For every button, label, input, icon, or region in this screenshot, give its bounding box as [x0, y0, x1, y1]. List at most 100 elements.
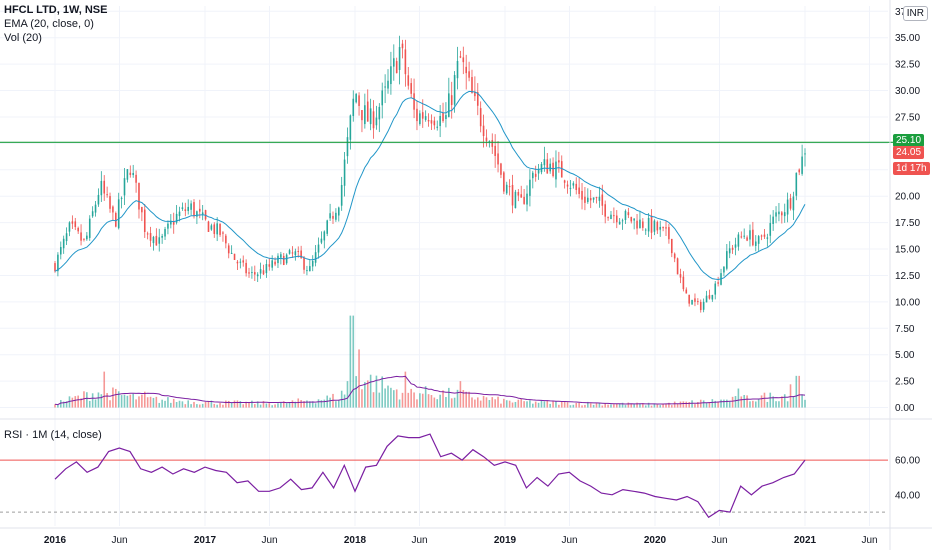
time-tick-label: 2021 [794, 535, 817, 546]
volume-bar [74, 396, 77, 408]
candle-body [540, 164, 543, 173]
candle-body [642, 221, 644, 228]
candle-body [497, 153, 499, 165]
candle-body [456, 60, 459, 79]
volume-bar [97, 392, 100, 408]
candle-body [653, 220, 656, 232]
volume-bar [268, 403, 271, 408]
volume-bar [500, 403, 502, 408]
volume-bar [369, 374, 372, 408]
candle-body [558, 160, 560, 163]
candle-body [398, 47, 401, 70]
time-axis-ticks[interactable]: 2016 Jun 2017 Jun 2018 Jun 2019 Jun 2020 Jun 2021 J… [44, 535, 878, 546]
volume-bar [665, 403, 667, 408]
volume-bar [91, 393, 94, 408]
candle-body [546, 159, 549, 174]
volume-bar [624, 405, 627, 408]
volume-bar [291, 400, 294, 408]
candle-body [413, 93, 415, 110]
candle-body [71, 221, 74, 224]
candle-body [737, 234, 740, 247]
volume-bar [271, 405, 273, 408]
candle-body [427, 120, 430, 122]
volume-bar [404, 371, 407, 408]
volume-bar [141, 394, 143, 408]
volume-bar [459, 381, 462, 408]
candle-body [343, 159, 346, 186]
candle-body [265, 264, 268, 274]
candle-body [534, 173, 537, 177]
candle-body [430, 120, 433, 124]
volume-bar [427, 394, 430, 408]
volume-bar [587, 401, 589, 408]
symbol-label[interactable]: HFCL LTD, 1W, NSE [4, 4, 108, 16]
volume-bar [123, 394, 126, 408]
volume-bar [584, 404, 586, 408]
candle-body [754, 241, 757, 246]
candle-body [219, 223, 221, 235]
volume-legend[interactable]: Vol (20) [4, 32, 42, 44]
volume-bar [167, 397, 169, 408]
candle-body [647, 217, 650, 232]
volume-bar [531, 403, 534, 408]
volume-bar [514, 401, 517, 408]
volume-bar [132, 393, 134, 408]
time-tick-label: Jun [561, 535, 577, 546]
volume-bar [146, 397, 149, 408]
candle-body [786, 199, 789, 215]
volume-bar [769, 392, 772, 408]
candle-body [294, 251, 297, 256]
candle-body [291, 252, 294, 254]
candle-body [332, 215, 334, 219]
ema-legend[interactable]: EMA (20, close, 0) [4, 18, 94, 30]
candle-body [699, 302, 702, 311]
volume-bar [714, 400, 717, 408]
volume-bar [103, 371, 106, 408]
candle-body [225, 235, 227, 244]
volume-bar [705, 402, 708, 408]
candle-body [728, 248, 731, 254]
volume-bar [112, 387, 114, 408]
volume-bar [546, 400, 549, 408]
candle-body [375, 117, 378, 126]
candle-body [531, 172, 534, 179]
volume-ma-line [54, 375, 806, 406]
volume-bar [80, 398, 82, 408]
candle-body [453, 75, 456, 105]
candle-body [587, 197, 589, 202]
candle-body [476, 92, 479, 106]
candle-body [746, 237, 748, 241]
volume-bar [795, 375, 798, 408]
candle-body [309, 266, 311, 272]
rsi-label[interactable]: RSI · 1M (14, close) [4, 429, 102, 441]
candle-body [184, 209, 187, 212]
volume-bar [781, 396, 783, 408]
volume-bar [558, 404, 560, 408]
candle-body [271, 260, 273, 268]
candle-body [123, 178, 126, 196]
candle-body [595, 197, 598, 199]
volume-bar [265, 403, 268, 408]
volume-bar [337, 399, 340, 408]
candle-body [361, 110, 363, 121]
candle-body [740, 236, 743, 238]
candle-body [726, 251, 728, 269]
candle-body [766, 237, 769, 239]
candle-body [100, 180, 103, 196]
rsi-axis-ticks[interactable]: 60.00 40.00 [895, 456, 920, 502]
candle-body [346, 137, 349, 157]
volume-bar [285, 403, 288, 408]
candle-body [659, 226, 662, 230]
volume-bar [256, 401, 259, 408]
price-axis-ticks[interactable]: 37.5035.0032.5030.0027.5025.0022.5020.00… [895, 7, 920, 414]
volume-bar [419, 393, 421, 408]
volume-bar [659, 405, 662, 408]
volume-bar [468, 391, 470, 408]
candle-body [543, 159, 546, 166]
volume-bar [453, 397, 456, 408]
candle-body [468, 71, 470, 78]
candle-body [213, 224, 216, 234]
volume-bar [595, 403, 598, 408]
volume-bar [523, 401, 525, 408]
currency-badge[interactable]: INR [902, 6, 928, 21]
